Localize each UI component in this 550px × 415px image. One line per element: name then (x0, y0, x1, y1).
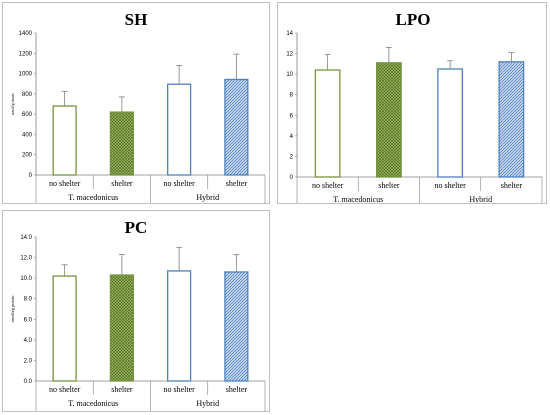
x-tick-label: shelter (111, 179, 133, 188)
bar (109, 111, 134, 176)
x-group-label: Hybrid (469, 195, 492, 203)
chart-pc: PC 0.0 2.0 4.0 6.0 8.0 10.0 12.0 14.0 nmol/mg pro… (10, 218, 266, 411)
chart-title: SH (125, 10, 148, 29)
bar (498, 61, 525, 178)
x-tick-label: no shelter (163, 179, 195, 188)
bar (167, 270, 192, 382)
x-tick-label: shelter (226, 179, 248, 188)
y-tick-label: 4 (290, 134, 294, 140)
bar (224, 271, 249, 382)
x-tick-label: shelter (378, 181, 400, 190)
bar (437, 68, 464, 178)
chart-pc-panel: PC 0.0 2.0 4.0 6.0 8.0 10.0 12.0 14.0 nmol/mg pro… (2, 210, 270, 412)
y-tick-label: 14.0 (20, 235, 32, 241)
y-tick-label: 14 (286, 31, 293, 37)
y-tick-label: 400 (22, 132, 33, 138)
y-tick-label: 200 (22, 153, 33, 159)
y-tick-label: 1200 (19, 51, 33, 57)
chart-title: LPO (396, 10, 431, 29)
x-group-label: T. macedonicus (333, 195, 383, 203)
x-tick-label: no shelter (163, 385, 195, 394)
bar (109, 274, 134, 382)
y-tick-label: 2.0 (24, 358, 33, 364)
y-tick-label: 0 (29, 173, 33, 179)
bar (375, 62, 402, 178)
x-group-label: T. macedonicus (68, 399, 118, 408)
y-tick-label: 10.0 (20, 276, 32, 282)
y-tick-label: 1400 (19, 31, 33, 37)
x-tick-label: no shelter (434, 181, 466, 190)
x-group-label: Hybrid (196, 193, 219, 202)
y-axis-label: umol/g tissue (10, 93, 15, 115)
y-tick-label: 6.0 (24, 317, 33, 323)
y-tick-label: 8.0 (24, 297, 33, 303)
chart-title: PC (125, 218, 148, 237)
chart-sh: SH 0 200 400 600 800 1000 1200 1400 umol/g tissue… (10, 10, 266, 203)
bar (224, 78, 249, 176)
x-tick-label: no shelter (312, 181, 344, 190)
x-group-label: Hybrid (196, 399, 219, 408)
bar (314, 69, 341, 178)
y-tick-label: 12 (286, 52, 293, 58)
bar (52, 105, 77, 176)
chart-sh-panel: SH 0 200 400 600 800 1000 1200 1400 umol/g tissue… (2, 2, 270, 204)
bar (167, 83, 192, 176)
y-tick-label: 0 (290, 175, 294, 181)
y-tick-label: 6 (290, 113, 294, 119)
x-tick-label: shelter (226, 385, 248, 394)
y-tick-label: 0.0 (24, 379, 33, 385)
bar (52, 275, 77, 382)
y-tick-label: 12.0 (20, 256, 32, 262)
y-tick-label: 2 (290, 154, 294, 160)
y-tick-label: 800 (22, 92, 33, 98)
x-tick-label: shelter (501, 181, 523, 190)
x-tick-label: no shelter (49, 385, 81, 394)
y-axis-label: nmol/mg protein (10, 296, 15, 323)
y-tick-label: 4.0 (24, 338, 33, 344)
y-tick-label: 1000 (19, 72, 33, 78)
x-tick-label: no shelter (49, 179, 81, 188)
x-tick-label: shelter (111, 385, 133, 394)
y-tick-label: 600 (22, 112, 33, 118)
y-tick-label: 8 (290, 93, 294, 99)
y-tick-label: 10 (286, 72, 293, 78)
x-group-label: T. macedonicus (68, 193, 118, 202)
